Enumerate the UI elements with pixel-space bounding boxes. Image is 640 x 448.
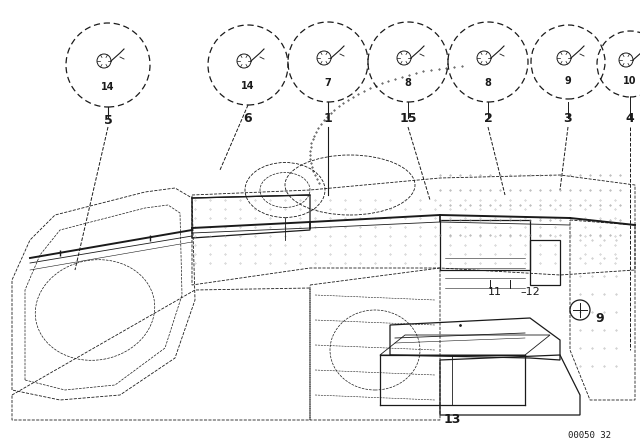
Text: 15: 15 [399,112,417,125]
Text: 9: 9 [564,76,572,86]
Text: 7: 7 [324,78,332,88]
Text: 1: 1 [324,112,332,125]
Text: 8: 8 [404,78,412,88]
Text: 2: 2 [484,112,492,125]
Text: 14: 14 [241,81,255,91]
Text: 13: 13 [444,413,461,426]
Text: 3: 3 [564,112,572,125]
Text: 4: 4 [626,112,634,125]
Text: 9: 9 [596,311,604,324]
Text: –12: –12 [520,287,540,297]
Text: 6: 6 [244,112,252,125]
Text: 11: 11 [488,287,502,297]
Text: 10: 10 [623,76,637,86]
Text: 8: 8 [484,78,492,88]
Text: 14: 14 [101,82,115,92]
Text: 00050 32: 00050 32 [568,431,611,439]
Text: 5: 5 [104,113,113,126]
